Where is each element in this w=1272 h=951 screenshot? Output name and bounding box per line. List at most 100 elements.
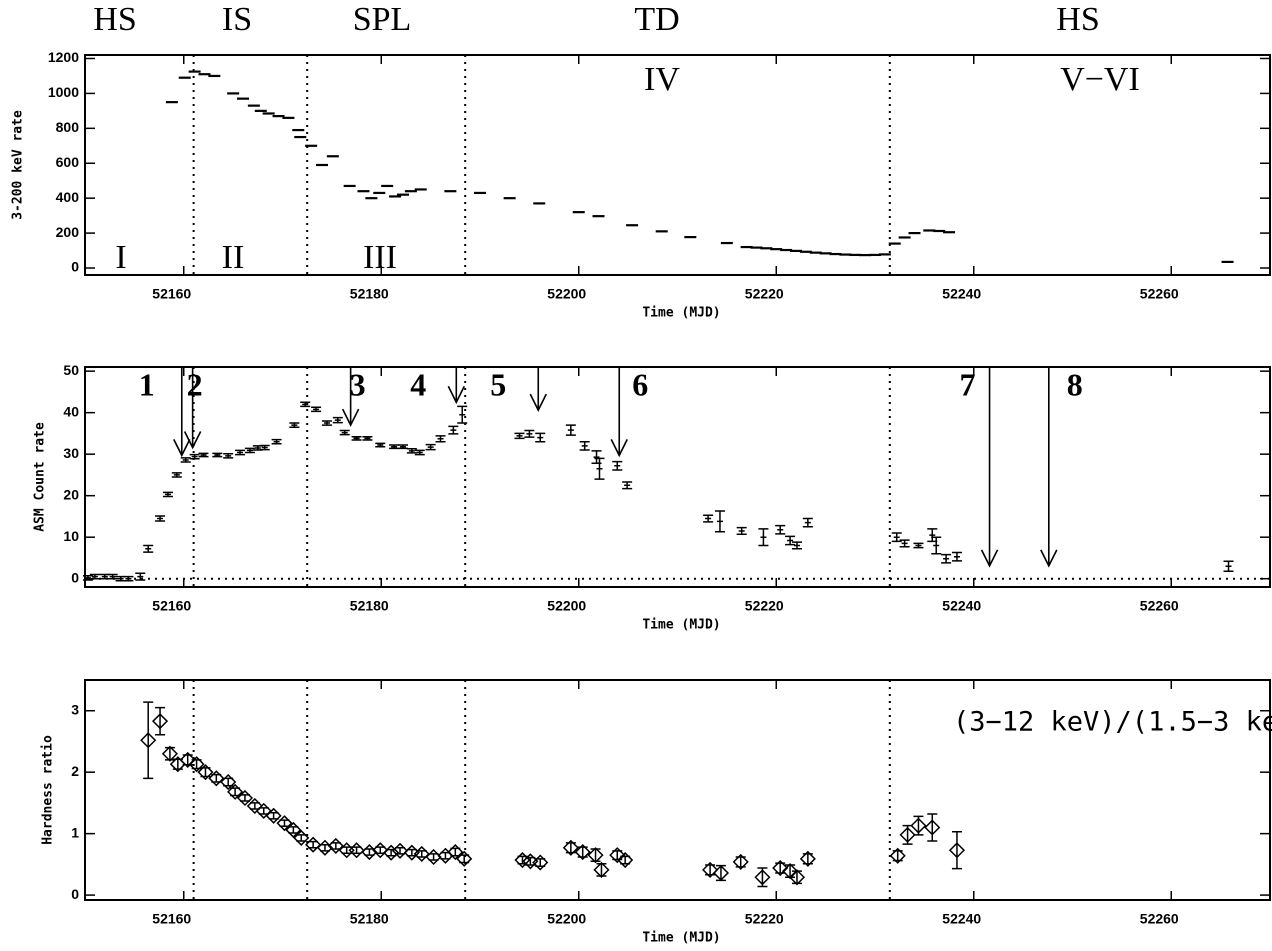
error-bar [162, 491, 173, 498]
y-tick-label: 10 [63, 528, 79, 544]
x-tick-label: 52160 [152, 911, 191, 927]
error-bar [389, 444, 400, 450]
x-tick-label: 52200 [547, 598, 586, 614]
y-axis-title: Hardness ratio [41, 735, 56, 845]
diamond-marker [383, 844, 400, 861]
diamond-marker [391, 842, 409, 859]
error-bar [397, 444, 408, 450]
event-label: 2 [187, 366, 203, 402]
error-bar [927, 528, 938, 543]
diamond-marker [702, 861, 719, 878]
x-tick-label: 52240 [942, 286, 981, 302]
y-tick-label: 800 [56, 119, 80, 135]
diamond-marker [179, 751, 196, 768]
error-bar [758, 528, 769, 547]
error-bar [705, 864, 716, 876]
error-bar [155, 706, 166, 736]
error-bar [448, 425, 459, 435]
error-bar [591, 450, 602, 465]
y-tick-label: 0 [71, 259, 79, 275]
x-tick-label: 52220 [745, 598, 784, 614]
error-bar [171, 472, 182, 478]
error-bar [565, 424, 576, 436]
diamond-marker [799, 850, 816, 867]
error-bar [271, 438, 282, 445]
diamond-marker [403, 844, 420, 861]
error-bar [351, 435, 362, 441]
diamond-marker [293, 829, 310, 846]
diamond-marker [609, 847, 626, 864]
error-bar [362, 435, 373, 441]
error-bar [703, 514, 714, 523]
diamond-marker [265, 807, 282, 824]
diamond-marker [899, 826, 916, 843]
error-bar [180, 457, 191, 463]
diamond-marker [593, 861, 610, 878]
diamond-marker [327, 837, 344, 854]
plot-frame [84, 679, 1271, 901]
plot-frame [84, 54, 1271, 276]
error-bar [435, 435, 446, 443]
event-label: 3 [350, 366, 366, 402]
y-tick-label: 2 [71, 763, 79, 779]
annotation: HS [1056, 1, 1099, 38]
error-bar [143, 544, 154, 553]
error-bar [414, 449, 425, 456]
error-bar [123, 575, 134, 582]
error-bar [107, 573, 118, 580]
error-bar [235, 449, 246, 456]
diamond-marker [140, 732, 157, 749]
error-bar [941, 553, 952, 564]
arrowhead [529, 393, 547, 412]
x-tick-label: 52160 [152, 598, 191, 614]
error-bar [913, 542, 924, 549]
annotation: II [222, 239, 245, 276]
error-bar [300, 401, 311, 408]
error-bar [775, 862, 786, 874]
error-bar [927, 813, 938, 842]
diamond-marker [889, 847, 906, 864]
x-axis-title: Time (MJD) [642, 306, 720, 321]
x-tick-label: 52180 [350, 911, 389, 927]
error-bar [524, 429, 535, 438]
error-bar [135, 572, 146, 581]
error-bar [89, 573, 100, 580]
diamond-marker [220, 773, 237, 791]
diamond-marker [413, 845, 430, 862]
diamond-marker [617, 851, 634, 869]
annotation: V−VI [1060, 61, 1140, 98]
error-bar [791, 541, 802, 550]
diamond-marker [161, 745, 178, 762]
diamond-marker [732, 853, 749, 870]
y-tick-label: 600 [56, 154, 80, 170]
error-bar [622, 481, 633, 490]
annotation: SPL [353, 1, 412, 38]
error-bar [579, 440, 590, 451]
diamond-marker [532, 854, 549, 871]
error-bar [321, 420, 332, 426]
error-bar [514, 432, 525, 440]
diamond-marker [772, 859, 789, 877]
diamond-marker [522, 853, 539, 870]
diamond-marker [574, 844, 591, 861]
x-tick-label: 52260 [1140, 286, 1179, 302]
arrowhead [183, 431, 202, 450]
error-bar [259, 444, 270, 451]
diamond-marker [285, 821, 302, 839]
y-tick-label: 1 [71, 824, 79, 840]
error-bar [785, 535, 796, 546]
y-tick-label: 50 [63, 362, 79, 378]
annotation: IV [644, 61, 680, 98]
diamond-marker [788, 869, 806, 886]
error-bar [899, 539, 910, 548]
diamond-marker [562, 839, 579, 856]
diamond-marker [754, 869, 771, 886]
error-bar [612, 460, 623, 471]
event-label: 5 [490, 366, 506, 402]
event-label: 7 [960, 366, 976, 402]
diamond-marker [910, 817, 927, 834]
error-bar [735, 856, 746, 868]
error-bar [594, 457, 605, 480]
error-bar [425, 443, 436, 451]
